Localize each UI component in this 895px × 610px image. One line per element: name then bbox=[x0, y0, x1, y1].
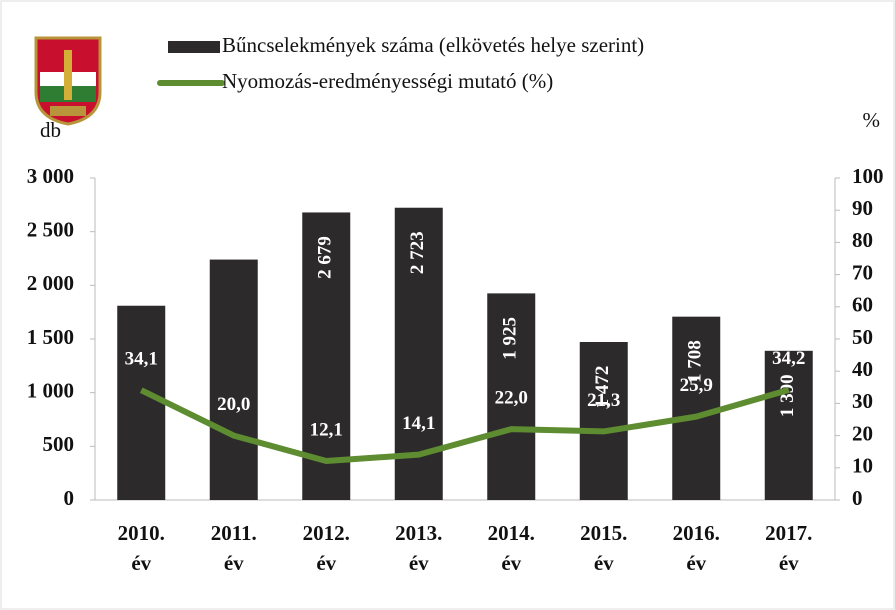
y-tick-label: 1 000 bbox=[27, 378, 74, 402]
y2-tick-label: 10 bbox=[852, 454, 873, 478]
line-value-label: 22,0 bbox=[495, 388, 528, 409]
line-value-label: 25,9 bbox=[680, 375, 713, 396]
y-tick-label: 1 500 bbox=[27, 325, 74, 349]
y-tick-label: 2 000 bbox=[27, 271, 74, 295]
legend-label: Bűncselekmények száma (elkövetés helye s… bbox=[222, 33, 644, 57]
bar-value-label: 1 925 bbox=[500, 317, 521, 360]
line-value-label: 34,1 bbox=[125, 349, 158, 370]
bar bbox=[765, 351, 813, 500]
legend-swatch bbox=[168, 41, 220, 53]
bar-value-label: 2 723 bbox=[407, 231, 428, 274]
y2-tick-label: 0 bbox=[852, 486, 863, 510]
legend-label: Nyomozás-eredményességi mutató (%) bbox=[222, 69, 553, 93]
y-tick-label: 3 000 bbox=[27, 164, 74, 188]
y-tick-label: 0 bbox=[64, 486, 75, 510]
bar-value-label: 1 390 bbox=[777, 374, 798, 417]
line-value-label: 12,1 bbox=[310, 419, 343, 440]
y-tick-label: 2 500 bbox=[27, 217, 74, 241]
y-tick-label: 500 bbox=[43, 432, 75, 456]
y-axis-title: db bbox=[40, 118, 61, 142]
y2-axis-title: % bbox=[863, 108, 881, 132]
bar bbox=[117, 306, 165, 500]
line-value-label: 34,2 bbox=[772, 348, 805, 369]
line-value-label: 14,1 bbox=[402, 413, 435, 434]
line-value-label: 21,3 bbox=[587, 390, 620, 411]
bar bbox=[210, 260, 258, 500]
y2-tick-label: 60 bbox=[852, 293, 873, 317]
bar-value-label: 2 679 bbox=[315, 236, 336, 279]
y2-tick-label: 70 bbox=[852, 260, 873, 284]
chart: db % 0 500 1 000 1 500 2 000 2 500 3 000 0 10 20 3… bbox=[0, 0, 895, 610]
line-value-label: 20,0 bbox=[217, 394, 250, 415]
y2-tick-label: 100 bbox=[852, 164, 884, 188]
y2-tick-label: 80 bbox=[852, 228, 873, 252]
police-logo bbox=[36, 38, 100, 124]
y2-tick-label: 40 bbox=[852, 357, 873, 381]
y2-tick-label: 50 bbox=[852, 325, 873, 349]
y2-tick-label: 20 bbox=[852, 421, 873, 445]
y2-tick-label: 90 bbox=[852, 196, 873, 220]
y2-tick-label: 30 bbox=[852, 389, 873, 413]
